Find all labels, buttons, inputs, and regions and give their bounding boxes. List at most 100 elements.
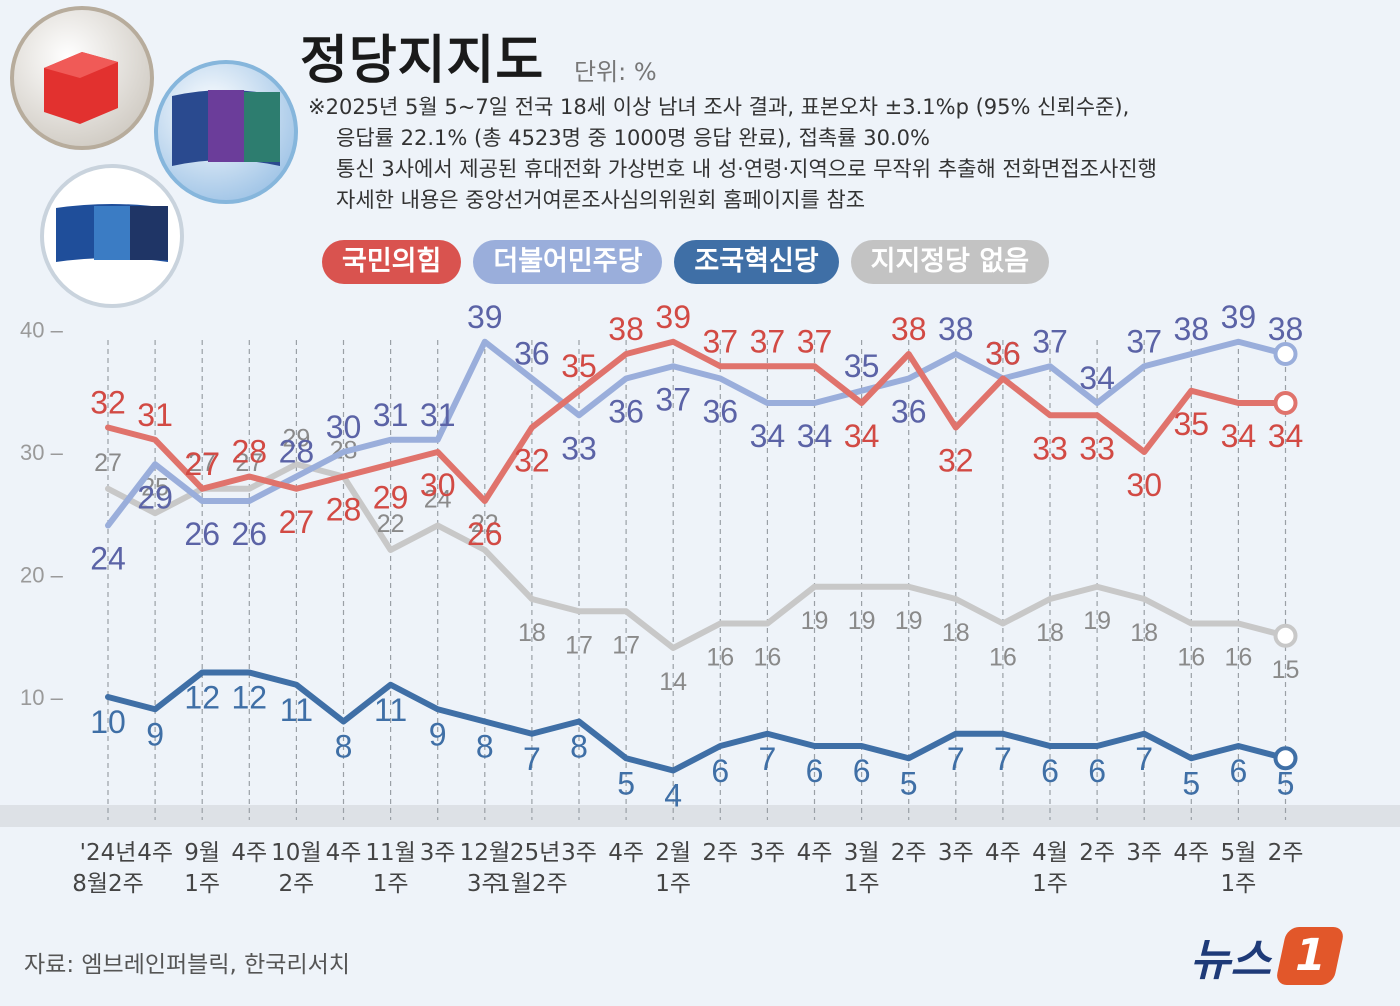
data-label: 15 (1272, 656, 1300, 684)
data-label: 36 (608, 394, 644, 430)
data-label: 6 (711, 753, 729, 789)
data-label: 37 (1032, 323, 1068, 359)
x-tick-label: 4월 (1032, 840, 1068, 866)
data-label: 35 (844, 348, 880, 384)
data-label: 32 (514, 443, 550, 479)
x-tick-label: 2주 (702, 840, 738, 866)
data-label: 27 (94, 449, 122, 477)
data-label: 32 (90, 385, 126, 421)
x-tick-label: 4주 (985, 840, 1021, 866)
data-label: 34 (1221, 418, 1257, 454)
y-tick-label: 20 – (20, 563, 64, 588)
data-label: 29 (137, 479, 173, 515)
end-marker (1273, 746, 1298, 771)
x-tick-label: 2주 (279, 871, 315, 897)
data-label: 10 (90, 704, 126, 740)
data-label: 36 (985, 336, 1021, 372)
data-label: 27 (188, 449, 216, 477)
data-label: 17 (612, 631, 640, 659)
data-label: 19 (1083, 607, 1111, 635)
note-line: 자세한 내용은 중앙선거여론조사심의위원회 홈페이지를 참조 (336, 188, 866, 212)
data-label: 35 (561, 348, 597, 384)
data-label: 37 (703, 323, 739, 359)
ppp-logo (10, 6, 154, 150)
data-label: 36 (891, 394, 927, 430)
x-tick-label: 12월 (460, 840, 510, 866)
rebuilding-korea-party-logo (40, 164, 184, 308)
data-label: 7 (759, 741, 777, 777)
data-label: 18 (518, 619, 546, 647)
x-tick-label: '25년 (504, 840, 561, 866)
data-label: 8 (570, 729, 588, 765)
data-label: 24 (90, 541, 126, 577)
legend: 국민의힘 더불어민주당 조국혁신당 지지정당 없음 (322, 240, 1050, 284)
x-tick-label: 4주 (231, 840, 267, 866)
data-label: 16 (706, 644, 734, 672)
data-label: 36 (703, 394, 739, 430)
y-tick-label: 30 – (20, 440, 64, 465)
data-label: 28 (232, 434, 268, 470)
data-label: 6 (1041, 753, 1059, 789)
note-line: 통신 3사에서 제공된 휴대전화 가상번호 내 성·연령·지역으로 무작위 추출… (336, 157, 1157, 181)
data-label: 37 (750, 323, 786, 359)
data-label: 6 (853, 753, 871, 789)
data-label: 27 (184, 446, 220, 482)
data-label: 27 (279, 504, 315, 540)
data-label: 38 (1174, 311, 1210, 347)
x-tick-label: 3월 (844, 840, 880, 866)
source-note: 자료: 엠브레인퍼블릭, 한국리서치 (24, 952, 350, 978)
x-tick-label: 3주 (420, 840, 456, 866)
data-label: 7 (947, 741, 965, 777)
x-tick-label: 2월 (655, 840, 691, 866)
data-label: 28 (279, 434, 315, 470)
data-label: 26 (232, 516, 268, 552)
data-label: 37 (655, 381, 691, 417)
data-label: 8 (476, 729, 494, 765)
x-tick-label: 4주 (797, 840, 833, 866)
end-marker (1273, 342, 1298, 366)
data-label: 11 (374, 692, 407, 728)
x-tick-label: 2주 (1268, 840, 1304, 866)
data-label: 34 (797, 418, 833, 454)
data-label: 7 (1135, 741, 1153, 777)
data-label: 36 (514, 336, 550, 372)
x-tick-label: 3주 (561, 840, 597, 866)
series-line (105, 461, 1289, 651)
data-label: 19 (895, 607, 923, 635)
x-tick-label: 3주 (467, 871, 503, 897)
end-marker (1273, 391, 1298, 415)
data-label: 30 (1126, 467, 1162, 503)
data-label: 12 (232, 680, 268, 716)
party-logos (10, 6, 298, 308)
end-marker (1273, 623, 1298, 648)
data-label: 33 (561, 430, 597, 466)
x-tick-label: 1주 (373, 871, 409, 897)
data-label: 18 (1130, 619, 1158, 647)
data-label: 29 (282, 424, 310, 452)
x-tick-label: 9월 (184, 840, 220, 866)
data-label: 5 (617, 765, 635, 801)
data-label: 32 (938, 443, 974, 479)
x-tick-label: 4주 (137, 840, 173, 866)
data-label: 16 (989, 644, 1017, 672)
data-label: 33 (1032, 430, 1068, 466)
data-label: 5 (1182, 765, 1200, 801)
x-tick-label: 5월 (1221, 840, 1257, 866)
data-label: 26 (467, 516, 503, 552)
data-label: 39 (1221, 299, 1257, 335)
data-label: 6 (806, 753, 824, 789)
data-label: 17 (565, 631, 593, 659)
note-line: 응답률 22.1% (총 4523명 중 1000명 응답 완료), 접촉률 3… (336, 126, 930, 150)
data-label: 34 (1079, 360, 1115, 396)
x-tick-label: 1월2주 (496, 871, 568, 897)
data-label: 34 (844, 418, 880, 454)
data-label: 16 (1224, 644, 1252, 672)
y-tick-label: 40 – (20, 318, 64, 343)
data-label: 37 (1126, 323, 1162, 359)
brand-badge: 1 (1274, 927, 1346, 985)
x-tick-label: 4주 (608, 840, 644, 866)
x-tick-label: 1주 (844, 871, 880, 897)
x-tick-label: 1주 (1221, 871, 1257, 897)
data-label: 39 (655, 299, 691, 335)
data-label: 33 (1079, 430, 1115, 466)
